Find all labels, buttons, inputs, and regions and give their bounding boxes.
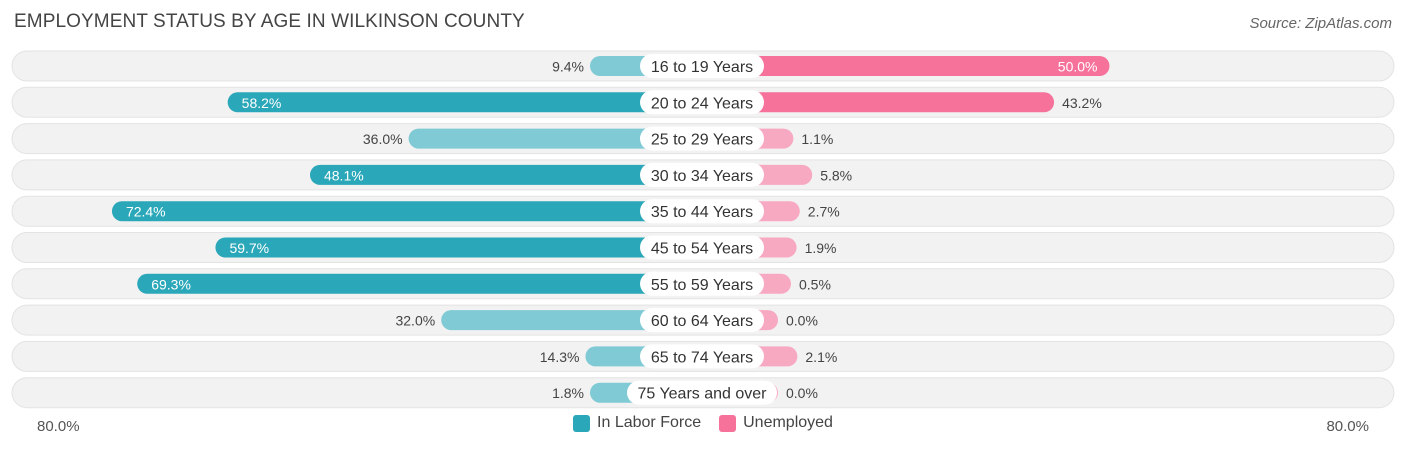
value-label-unemployed: 43.2% — [1062, 95, 1102, 111]
axis-right-label: 80.0% — [1326, 418, 1369, 435]
axis-left-label: 80.0% — [37, 418, 80, 435]
bar-labor-force — [137, 273, 702, 294]
bar-labor-force — [309, 164, 702, 185]
bar-unemployed — [702, 92, 1055, 113]
legend-item-labor-force[interactable]: In Labor Force — [573, 414, 701, 432]
chart-title: EMPLOYMENT STATUS BY AGE IN WILKINSON CO… — [14, 11, 525, 32]
legend-swatch-labor-force — [573, 414, 591, 432]
category-label: 25 to 29 Years — [651, 132, 753, 149]
value-label-labor-force: 14.3% — [540, 349, 580, 365]
category-pill — [640, 54, 764, 78]
value-label-unemployed: 1.9% — [805, 240, 837, 256]
category-label: 35 to 44 Years — [651, 204, 753, 221]
value-label-labor-force: 1.8% — [552, 385, 584, 401]
category-label: 16 to 19 Years — [651, 59, 753, 76]
value-label-unemployed: 0.0% — [786, 385, 818, 401]
value-label-unemployed: 5.8% — [820, 167, 852, 183]
legend: In Labor Force Unemployed — [0, 414, 1406, 432]
value-label-labor-force: 48.1% — [324, 167, 364, 183]
bar-labor-force — [215, 237, 702, 258]
value-label-labor-force: 32.0% — [395, 313, 435, 329]
category-label: 20 to 24 Years — [651, 95, 753, 112]
value-label-labor-force: 69.3% — [151, 276, 191, 292]
legend-swatch-unemployed — [719, 414, 737, 432]
value-label-labor-force: 36.0% — [363, 131, 403, 147]
category-pill — [640, 90, 764, 115]
legend-label-labor-force: In Labor Force — [597, 414, 702, 431]
value-label-unemployed: 2.1% — [805, 349, 837, 365]
value-label-unemployed: 2.7% — [808, 204, 840, 220]
value-label-labor-force: 58.2% — [242, 95, 282, 111]
bar-labor-force — [227, 92, 703, 113]
category-pill — [640, 271, 764, 296]
value-label-unemployed: 0.5% — [799, 276, 831, 292]
category-pill — [640, 126, 764, 151]
bar-labor-force — [111, 201, 702, 222]
category-pill — [640, 162, 764, 187]
value-label-unemployed: 50.0% — [1058, 59, 1098, 75]
bar-labor-force — [441, 310, 702, 331]
value-label-labor-force: 59.7% — [229, 240, 269, 256]
category-pill — [640, 199, 764, 224]
value-label-unemployed: 0.0% — [786, 313, 818, 329]
category-pill — [640, 344, 764, 369]
category-pill — [627, 380, 777, 405]
legend-item-unemployed[interactable]: Unemployed — [719, 414, 833, 432]
category-pill — [640, 235, 764, 260]
bar-labor-force — [408, 128, 702, 149]
value-label-labor-force: 72.4% — [126, 204, 166, 220]
category-label: 60 to 64 Years — [651, 313, 753, 330]
category-label: 55 to 59 Years — [651, 277, 753, 294]
value-label-unemployed: 1.1% — [801, 131, 833, 147]
category-pill — [640, 308, 764, 333]
category-label: 30 to 34 Years — [651, 168, 753, 185]
category-label: 45 to 54 Years — [651, 241, 753, 258]
category-label: 75 Years and over — [638, 386, 768, 403]
value-label-labor-force: 9.4% — [552, 59, 584, 75]
bar-unemployed — [702, 56, 1110, 76]
source-note: Source: ZipAtlas.com — [1249, 15, 1392, 32]
legend-label-unemployed: Unemployed — [743, 414, 833, 431]
category-label: 65 to 74 Years — [651, 349, 753, 366]
